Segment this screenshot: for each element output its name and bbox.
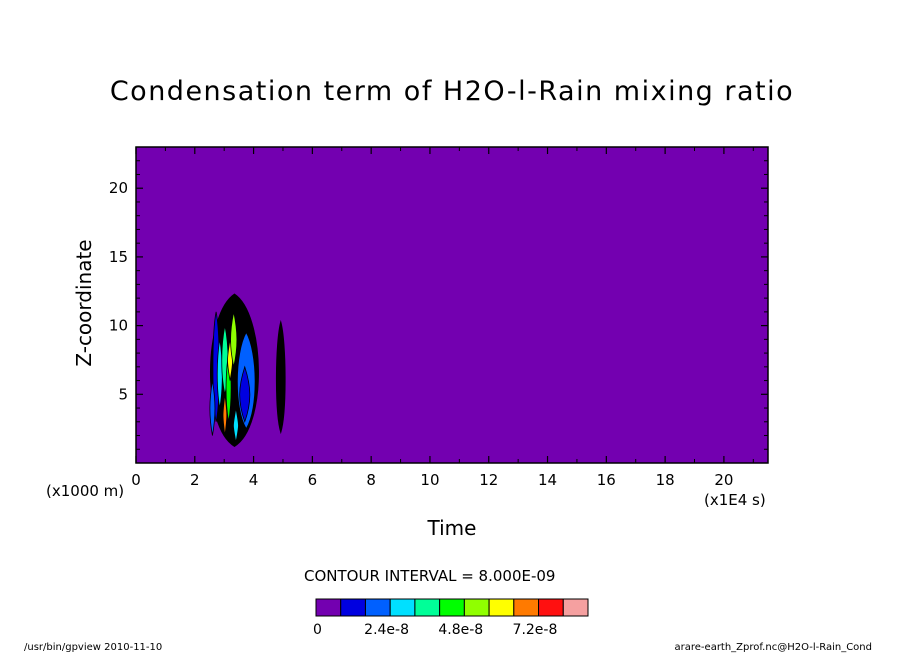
- x-tick-label: 0: [131, 471, 141, 489]
- x-tick-label: 10: [420, 471, 439, 489]
- colorbar-swatch: [340, 598, 366, 617]
- x-axis-label: Time: [427, 516, 477, 540]
- secondary-cell: [275, 320, 286, 435]
- x-tick-label: 14: [538, 471, 557, 489]
- plot-frame: [135, 146, 769, 464]
- colorbar-tick-label: 4.8e-8: [438, 622, 484, 638]
- colorbar-swatch: [414, 598, 441, 617]
- y-tick-label: 5: [118, 385, 128, 403]
- colorbar-swatch: [538, 598, 564, 617]
- colorbar-swatch: [364, 598, 391, 617]
- y-tick-label: 10: [109, 317, 128, 335]
- contour-fill: [239, 365, 251, 423]
- y-axis-ticks: 5 10 15 20: [109, 160, 768, 450]
- x-tick-label: 4: [249, 471, 259, 489]
- x-unit-label: (x1E4 s): [704, 491, 766, 509]
- y-tick-label: 15: [109, 248, 128, 266]
- x-tick-label: 2: [190, 471, 200, 489]
- colorbar-swatch: [513, 598, 540, 617]
- convective-cells: [209, 293, 286, 447]
- x-tick-label: 6: [308, 471, 318, 489]
- colorbar-swatch: [389, 598, 416, 617]
- contour-fill: [222, 394, 228, 436]
- colorbar-swatch: [439, 598, 465, 617]
- footer-program-date: /usr/bin/gpview 2010-11-10: [24, 642, 163, 653]
- colorbar-swatch: [463, 598, 490, 617]
- x-tick-label: 8: [366, 471, 376, 489]
- chart-title: Condensation term of H2O-l-Rain mixing r…: [109, 76, 795, 107]
- colorbar-swatch: [562, 598, 589, 617]
- y-axis-label: Z-coordinate: [72, 239, 96, 367]
- contour-fill: [230, 311, 238, 367]
- x-tick-label: 20: [714, 471, 733, 489]
- colorbar-swatch: [315, 598, 342, 617]
- x-tick-label: 16: [597, 471, 616, 489]
- colorbar: [315, 598, 589, 617]
- contour-fill: [233, 407, 239, 443]
- x-axis-ticks: 0 2 4 6 8 10 12 14 16 18 20: [131, 147, 754, 489]
- footer-source: arare-earth_Zprof.nc@H2O-l-Rain_Cond: [674, 642, 872, 653]
- colorbar-tick-label: 7.2e-8: [512, 622, 558, 638]
- x-tick-label: 12: [479, 471, 498, 489]
- colorbar-tick-label: 0: [313, 622, 322, 638]
- y-unit-label: (x1000 m): [46, 482, 125, 500]
- y-tick-label: 20: [109, 179, 128, 197]
- x-tick-label: 18: [656, 471, 675, 489]
- colorbar-tick-label: 2.4e-8: [364, 622, 410, 638]
- colorbar-swatch: [488, 598, 515, 617]
- contour-interval: CONTOUR INTERVAL = 8.000E-09: [304, 567, 556, 585]
- contour-fill: [209, 380, 216, 436]
